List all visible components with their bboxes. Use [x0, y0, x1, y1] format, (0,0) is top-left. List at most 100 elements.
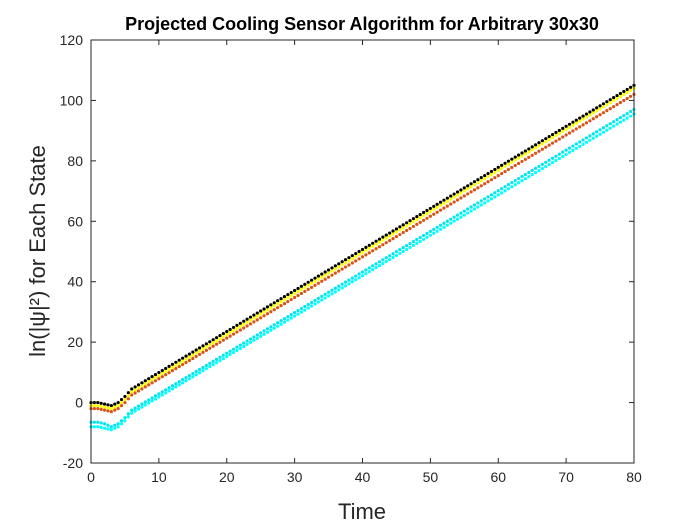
series-0: [89, 83, 636, 408]
data-point: [252, 338, 256, 342]
data-point: [421, 213, 426, 218]
data-point: [133, 385, 137, 389]
data-point: [177, 358, 181, 362]
data-point: [123, 416, 127, 420]
data-point: [411, 239, 416, 244]
data-point: [187, 377, 192, 381]
data-point: [181, 359, 185, 363]
data-point: [320, 279, 324, 283]
data-point: [360, 270, 365, 274]
data-point: [262, 332, 266, 336]
data-point: [347, 263, 351, 267]
data-point: [306, 287, 310, 291]
data-point: [296, 308, 300, 313]
data-point: [265, 327, 270, 331]
data-point: [147, 377, 151, 381]
data-point: [381, 261, 385, 266]
data-point: [116, 403, 120, 408]
data-point: [136, 389, 141, 393]
data-point: [116, 400, 120, 405]
data-point: [177, 383, 181, 387]
series-1: [89, 86, 636, 411]
data-point: [608, 126, 612, 130]
data-point: [262, 314, 266, 318]
data-point: [483, 182, 487, 186]
data-point: [533, 151, 538, 155]
data-point: [204, 342, 208, 346]
data-point: [629, 85, 633, 89]
data-point: [574, 127, 578, 131]
data-point: [170, 384, 175, 388]
data-point: [164, 391, 168, 395]
data-point: [119, 397, 124, 402]
data-point: [405, 247, 409, 252]
data-point: [598, 132, 602, 136]
data-point: [578, 125, 582, 129]
data-point: [106, 406, 110, 410]
data-point: [438, 208, 443, 212]
data-point: [401, 223, 405, 227]
data-point: [415, 241, 419, 245]
data-point: [245, 324, 249, 328]
data-point: [493, 170, 497, 175]
data-point: [374, 247, 378, 251]
data-point: [615, 97, 619, 101]
data-point: [405, 221, 409, 225]
data-point: [622, 98, 626, 103]
data-point: [276, 299, 280, 303]
data-point: [625, 116, 629, 120]
data-point: [269, 310, 273, 314]
data-point: [113, 408, 117, 412]
data-point: [615, 102, 619, 107]
data-point: [622, 89, 626, 94]
data-point: [211, 359, 215, 363]
data-point: [204, 345, 208, 349]
data-point: [255, 333, 259, 337]
data-point: [157, 395, 161, 399]
data-point: [201, 369, 205, 373]
data-point: [340, 282, 344, 286]
data-point: [408, 222, 412, 226]
data-point: [181, 381, 185, 385]
data-point: [567, 125, 572, 129]
data-point: [245, 339, 249, 343]
data-point: [523, 172, 528, 177]
data-point: [153, 394, 158, 398]
data-point: [255, 314, 259, 318]
data-point: [153, 376, 158, 380]
data-point: [405, 224, 409, 228]
data-point: [130, 411, 134, 415]
data-point: [330, 269, 334, 273]
data-point: [337, 284, 341, 288]
data-point: [252, 316, 256, 320]
data-point: [228, 349, 232, 353]
data-point: [581, 114, 585, 118]
data-point: [198, 352, 202, 356]
data-point: [357, 272, 361, 276]
data-point: [198, 371, 202, 375]
data-point: [571, 123, 575, 127]
data-point: [489, 197, 494, 201]
data-point: [442, 198, 446, 202]
data-point: [550, 132, 555, 137]
data-point: [299, 287, 304, 292]
data-point: [398, 248, 402, 252]
data-point: [313, 279, 317, 283]
data-point: [591, 132, 595, 136]
data-point: [500, 191, 504, 195]
data-point: [394, 230, 399, 234]
data-point: [442, 206, 446, 210]
data-point: [306, 306, 310, 310]
data-point: [588, 119, 592, 123]
data-point: [262, 307, 266, 311]
data-point: [479, 184, 483, 188]
data-point: [435, 210, 439, 214]
data-point: [517, 161, 521, 166]
data-point: [198, 349, 202, 353]
data-point: [445, 199, 449, 203]
data-point: [225, 332, 229, 337]
data-point: [282, 302, 287, 306]
data-point: [181, 356, 185, 360]
data-point: [92, 425, 96, 429]
